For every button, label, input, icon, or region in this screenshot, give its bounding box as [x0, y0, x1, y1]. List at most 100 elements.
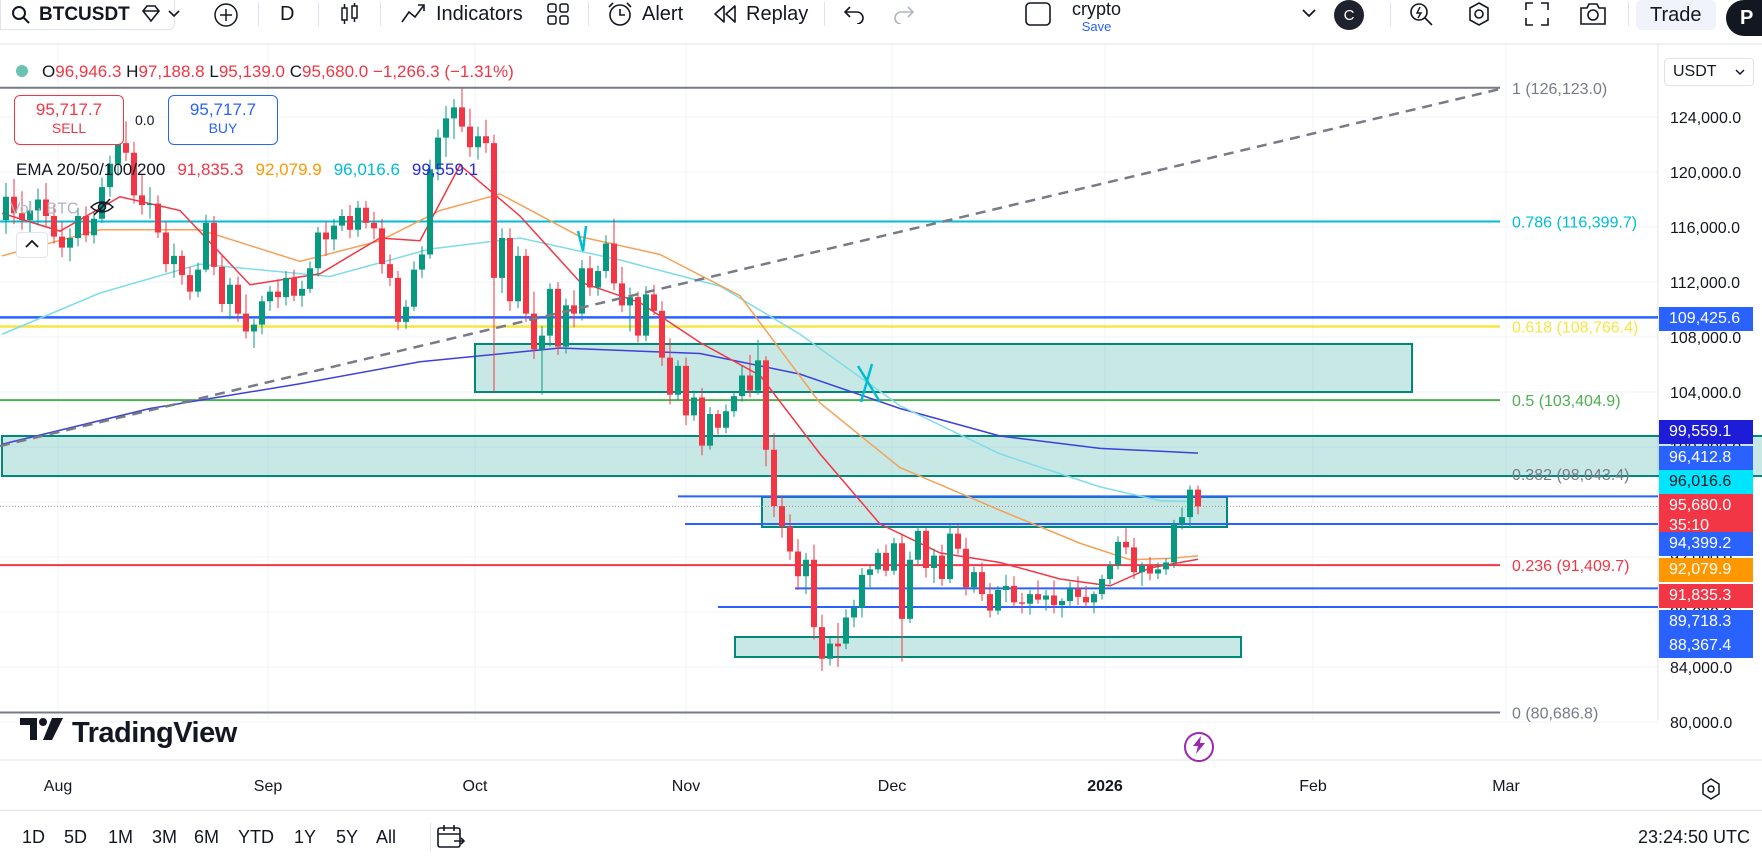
candle [171, 243, 177, 278]
candle [1107, 561, 1113, 585]
settings-button[interactable] [1466, 0, 1492, 28]
price-label[interactable]: 96,412.8 [1659, 446, 1753, 470]
layout-menu-button[interactable] [1302, 0, 1316, 28]
candle-body [1099, 579, 1105, 595]
price-label[interactable]: 99,559.1 [1659, 420, 1753, 444]
candle-body [1035, 594, 1041, 600]
range-button-5y[interactable]: 5Y [336, 827, 359, 847]
candle-body [955, 533, 961, 549]
high-label: H [126, 62, 139, 81]
candle-body [1195, 489, 1201, 507]
toolbar-divider [1628, 2, 1629, 26]
price-label[interactable]: 88,367.4 [1659, 634, 1753, 658]
price-label[interactable]: 94,399.2 [1659, 532, 1753, 556]
candle-body [339, 216, 345, 226]
toolbar-divider [380, 2, 381, 26]
trade-button[interactable]: Trade [1636, 0, 1716, 30]
redo-button[interactable] [892, 0, 916, 28]
candle [1051, 580, 1057, 614]
ema-legend[interactable]: EMA 20/50/100/200 91,835.3 92,079.9 96,0… [16, 160, 478, 180]
snapshot-button[interactable] [1578, 0, 1608, 28]
candle [403, 299, 409, 329]
layout-save-label: Save [1081, 19, 1112, 34]
range-button-5d[interactable]: 5D [64, 827, 88, 847]
candle-body [283, 277, 289, 298]
templates-button[interactable] [546, 0, 570, 28]
candle-body [51, 216, 57, 237]
price-chart[interactable]: 124,000.0 120,000.0 116,000.0 112,000.0 108,… [0, 0, 1762, 810]
interval-button[interactable]: D [280, 0, 294, 28]
price-label[interactable]: 109,425.6 [1659, 307, 1753, 331]
candle [611, 218, 617, 291]
candle-body [387, 264, 393, 278]
candle-body [835, 643, 841, 647]
publish-button[interactable]: P [1726, 0, 1762, 36]
range-button-all[interactable]: All [376, 827, 397, 847]
range-button-1y[interactable]: 1Y [294, 827, 317, 847]
candle-body [75, 216, 81, 238]
collapse-legend-button[interactable] [16, 232, 48, 258]
range-button-3m[interactable]: 3M [152, 827, 178, 847]
replay-button[interactable]: Replay [712, 0, 808, 28]
price-label[interactable]: 91,835.3 [1659, 584, 1753, 608]
add-symbol-button[interactable] [208, 0, 244, 30]
volume-legend[interactable]: Vol · BTC [10, 197, 115, 222]
price-tick-label: 120,000.0 [1670, 165, 1741, 182]
candle [1027, 590, 1033, 615]
candle-body [979, 572, 985, 595]
fib-level-label: 0.618 (108,766.4) [1512, 319, 1638, 336]
range-button-1d[interactable]: 1D [22, 827, 46, 847]
indicators-button[interactable]: Indicators [400, 0, 523, 28]
event-marker[interactable] [1184, 732, 1214, 762]
utc-clock[interactable]: 23:24:50 UTC [1637, 827, 1750, 847]
buy-button[interactable]: 95,717.7 BUY [168, 95, 278, 145]
axis-settings-button[interactable] [1700, 778, 1722, 805]
tradingview-logo[interactable]: TradingView [20, 716, 237, 750]
eye-crossed-icon[interactable] [89, 197, 115, 222]
candle-body [43, 199, 49, 216]
price-label[interactable]: 89,718.3 [1659, 610, 1753, 634]
candle [35, 188, 41, 226]
currency-select[interactable]: USDT [1664, 58, 1754, 86]
candle-body [1059, 601, 1065, 606]
layout-name-button[interactable]: crypto Save [1072, 0, 1121, 33]
range-button-1m[interactable]: 1M [108, 827, 134, 847]
candle-body [667, 357, 673, 395]
price-label[interactable]: 92,079.9 [1659, 558, 1753, 582]
candle [315, 227, 321, 277]
candle [1131, 537, 1137, 579]
candle [771, 433, 777, 518]
compare-symbol-button[interactable] [140, 0, 180, 28]
date-range-button[interactable] [436, 823, 466, 854]
quick-search-button[interactable] [1408, 0, 1434, 28]
undo-button[interactable] [842, 0, 866, 28]
price-label[interactable]: 96,016.6 [1659, 470, 1753, 494]
candle [811, 544, 817, 640]
candle [395, 271, 401, 331]
candle-body [259, 301, 265, 325]
candle-body [931, 555, 937, 568]
avatar[interactable]: C [1334, 0, 1364, 30]
range-button-6m[interactable]: 6M [194, 827, 220, 847]
candle [435, 129, 441, 181]
layout-button[interactable] [1024, 0, 1052, 28]
calendar-icon [436, 825, 466, 853]
chart-type-button[interactable] [338, 0, 362, 28]
market-status-dot[interactable] [16, 65, 28, 77]
range-button-ytd[interactable]: YTD [238, 827, 274, 847]
candle-body [379, 228, 385, 265]
price-label[interactable]: 95,680.0 35:10 [1659, 494, 1753, 538]
price-tick-label: 116,000.0 [1670, 220, 1740, 237]
fullscreen-button[interactable] [1524, 0, 1550, 28]
alert-button[interactable]: Alert [606, 0, 683, 28]
candle-body [531, 313, 537, 350]
sell-button[interactable]: 95,717.7 SELL [14, 95, 124, 145]
candle [1195, 485, 1201, 515]
candle [675, 360, 681, 401]
ema200-value: 99,559.1 [411, 160, 479, 179]
candle-body [843, 617, 849, 644]
time-tick-label: Sep [253, 778, 283, 795]
candle [835, 623, 841, 667]
candle-body [923, 530, 929, 568]
candle-body [883, 552, 889, 571]
